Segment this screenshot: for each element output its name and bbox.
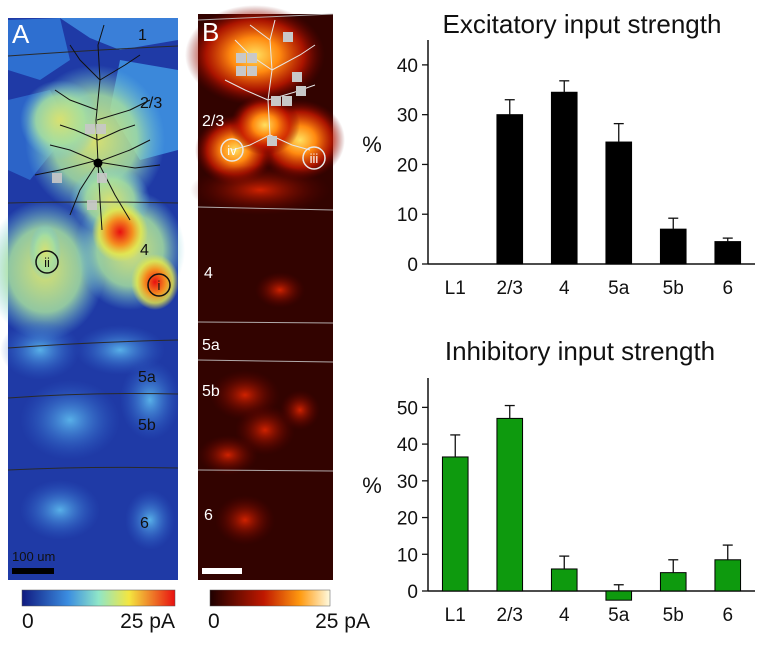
scale-bar — [12, 568, 54, 574]
bar-6 — [714, 241, 742, 265]
bar-6 — [714, 559, 742, 592]
bar-4 — [550, 568, 578, 592]
x-tick-label-2/3: 2/3 — [497, 278, 523, 299]
colorbar-a-max: 25 pA — [120, 610, 175, 633]
x-tick-label-2/3: 2/3 — [497, 605, 523, 626]
panel-b-layer-5b: 5b — [202, 383, 220, 400]
y-axis-label: % — [362, 132, 382, 157]
site-label-ii: ii — [44, 255, 50, 270]
x-tick-label-5a: 5a — [608, 278, 630, 299]
site-label-iii: iii — [310, 151, 319, 166]
panel-b-layer-5a: 5a — [202, 337, 220, 354]
y-tick-label: 20 — [397, 509, 418, 530]
panel-a-layer-5b: 5b — [138, 417, 156, 434]
y-tick-label: 30 — [397, 106, 418, 127]
y-tick-label: 10 — [397, 545, 418, 566]
panel-a-map — [0, 18, 185, 580]
y-tick-label: 0 — [407, 582, 418, 603]
site-label-i: i — [158, 278, 161, 293]
chart-title: Excitatory input strength — [443, 9, 722, 39]
panel-a-layer-4: 4 — [140, 242, 149, 259]
panel-a-letter: A — [12, 19, 30, 49]
y-tick-label: 20 — [397, 155, 418, 176]
panel-b-layer-4: 4 — [204, 265, 213, 282]
bar-2/3 — [496, 417, 524, 592]
colorbar-a-min: 0 — [22, 610, 34, 633]
site-circle-ii — [35, 250, 59, 274]
panel-a-layer-5a: 5a — [138, 369, 156, 386]
y-tick-label: 40 — [397, 435, 418, 456]
colorbar-b-min: 0 — [208, 610, 220, 633]
y-axis-label: % — [362, 473, 382, 498]
panel-b-map — [185, 5, 345, 580]
x-tick-label-4: 4 — [559, 605, 570, 626]
site-circle-i — [147, 273, 171, 297]
bar-4 — [550, 91, 578, 265]
panel-b-layer-2-3: 2/3 — [202, 113, 224, 130]
scale-bar-label: 100 um — [12, 549, 55, 564]
panel-b-letter: B — [202, 17, 219, 47]
colorbar-a — [21, 589, 176, 607]
bar-5b — [659, 228, 687, 265]
scale-bar-b — [202, 568, 242, 574]
y-tick-label: 10 — [397, 205, 418, 226]
x-tick-label-L1: L1 — [445, 278, 466, 299]
x-tick-label-4: 4 — [559, 278, 570, 299]
colorbar-b-max: 25 pA — [315, 610, 370, 633]
bar-5a — [605, 590, 633, 601]
x-tick-label-5a: 5a — [608, 605, 630, 626]
bar-2/3 — [496, 114, 524, 265]
inhibitory-chart: Inhibitory input strength% 0 10 20 30 40 50 L1 2… — [362, 336, 755, 626]
neuron-reconstruction-a — [34, 24, 161, 231]
panel-b-layer-6: 6 — [204, 507, 213, 524]
x-tick-label-6: 6 — [722, 278, 733, 299]
x-tick-label-6: 6 — [722, 605, 733, 626]
y-tick-label: 0 — [407, 255, 418, 276]
panel-a-layer-1: 1 — [138, 27, 147, 44]
panel-a-layer-2-3: 2/3 — [140, 95, 162, 112]
y-tick-label: 50 — [397, 398, 418, 419]
x-tick-label-L1: L1 — [445, 605, 466, 626]
panel-a-layer-6: 6 — [140, 515, 149, 532]
x-tick-label-5b: 5b — [663, 278, 684, 299]
y-tick-label: 40 — [397, 56, 418, 77]
site-label-iv: iv — [227, 143, 237, 158]
site-circle-iii — [302, 146, 326, 170]
site-circle-iv — [220, 138, 244, 162]
chart-title: Inhibitory input strength — [445, 336, 715, 366]
bar-5b — [659, 572, 687, 592]
x-tick-label-5b: 5b — [663, 605, 684, 626]
bar-5a — [605, 141, 633, 265]
excitatory-chart: Excitatory input strength% 0 10 20 30 40 L1 2/3… — [362, 9, 755, 299]
bar-L1 — [441, 456, 469, 592]
y-tick-label: 30 — [397, 472, 418, 493]
colorbar-b — [209, 589, 331, 607]
